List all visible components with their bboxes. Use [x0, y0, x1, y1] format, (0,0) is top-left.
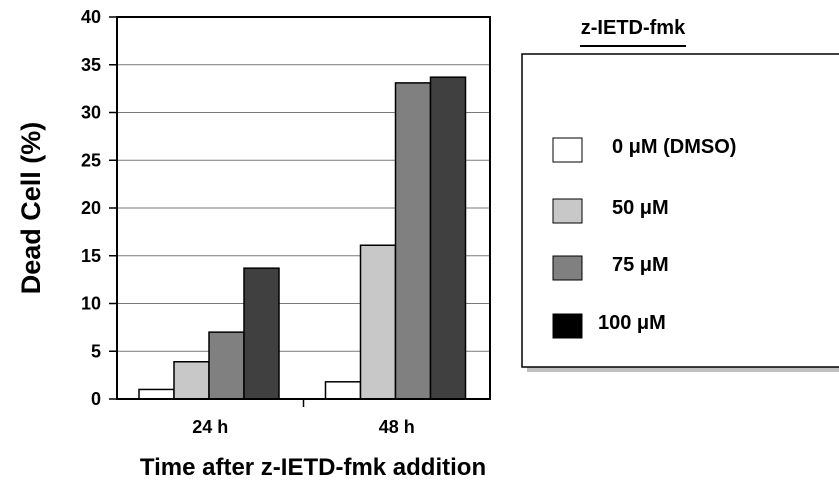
y-axis-title: Dead Cell (%): [16, 122, 46, 295]
legend: 0 μM (DMSO) 50 μM 75 μM 100 μM: [552, 136, 736, 339]
bar-48h-series-2: [394, 82, 432, 400]
bar-24h-series-2: [208, 331, 245, 400]
bar-48h-series-3: [429, 76, 467, 400]
bar-24h-series-1: [173, 361, 210, 400]
x-axis-ticks: 24 h 48 h: [192, 399, 415, 437]
y-axis-ticks: 0 5 10 15 20 25 30 35 40: [81, 7, 117, 409]
legend-label: 50 μM: [612, 197, 669, 219]
y-tick-label: 0: [91, 389, 101, 409]
legend-label: 75 μM: [612, 254, 669, 276]
x-tick-label: 48 h: [379, 417, 415, 437]
bar-48h-series-1: [359, 244, 397, 400]
y-tick-label: 25: [81, 150, 101, 170]
y-tick-label: 20: [81, 198, 101, 218]
y-tick-label: 40: [81, 7, 101, 27]
legend-title: z-IETD-fmk: [581, 17, 686, 39]
y-tick-label: 35: [81, 55, 101, 75]
y-tick-label: 10: [81, 294, 101, 314]
y-tick-label: 5: [91, 341, 101, 361]
y-tick-label: 15: [81, 246, 101, 266]
bars: [138, 76, 467, 400]
legend-label: 0 μM (DMSO): [612, 136, 736, 158]
y-tick-label: 30: [81, 103, 101, 123]
x-axis-title: Time after z-IETD-fmk addition: [140, 454, 486, 481]
legend-swatch: [552, 137, 583, 163]
legend-swatch: [552, 198, 583, 224]
legend-swatch: [552, 255, 583, 281]
x-tick-label: 24 h: [192, 417, 228, 437]
legend-swatch: [552, 313, 583, 339]
bar-24h-series-0: [138, 388, 175, 400]
legend-label: 100 μM: [598, 312, 666, 334]
bar-48h-series-0: [324, 381, 362, 400]
gridlines: [117, 64, 490, 352]
bar-24h-series-3: [243, 267, 280, 400]
